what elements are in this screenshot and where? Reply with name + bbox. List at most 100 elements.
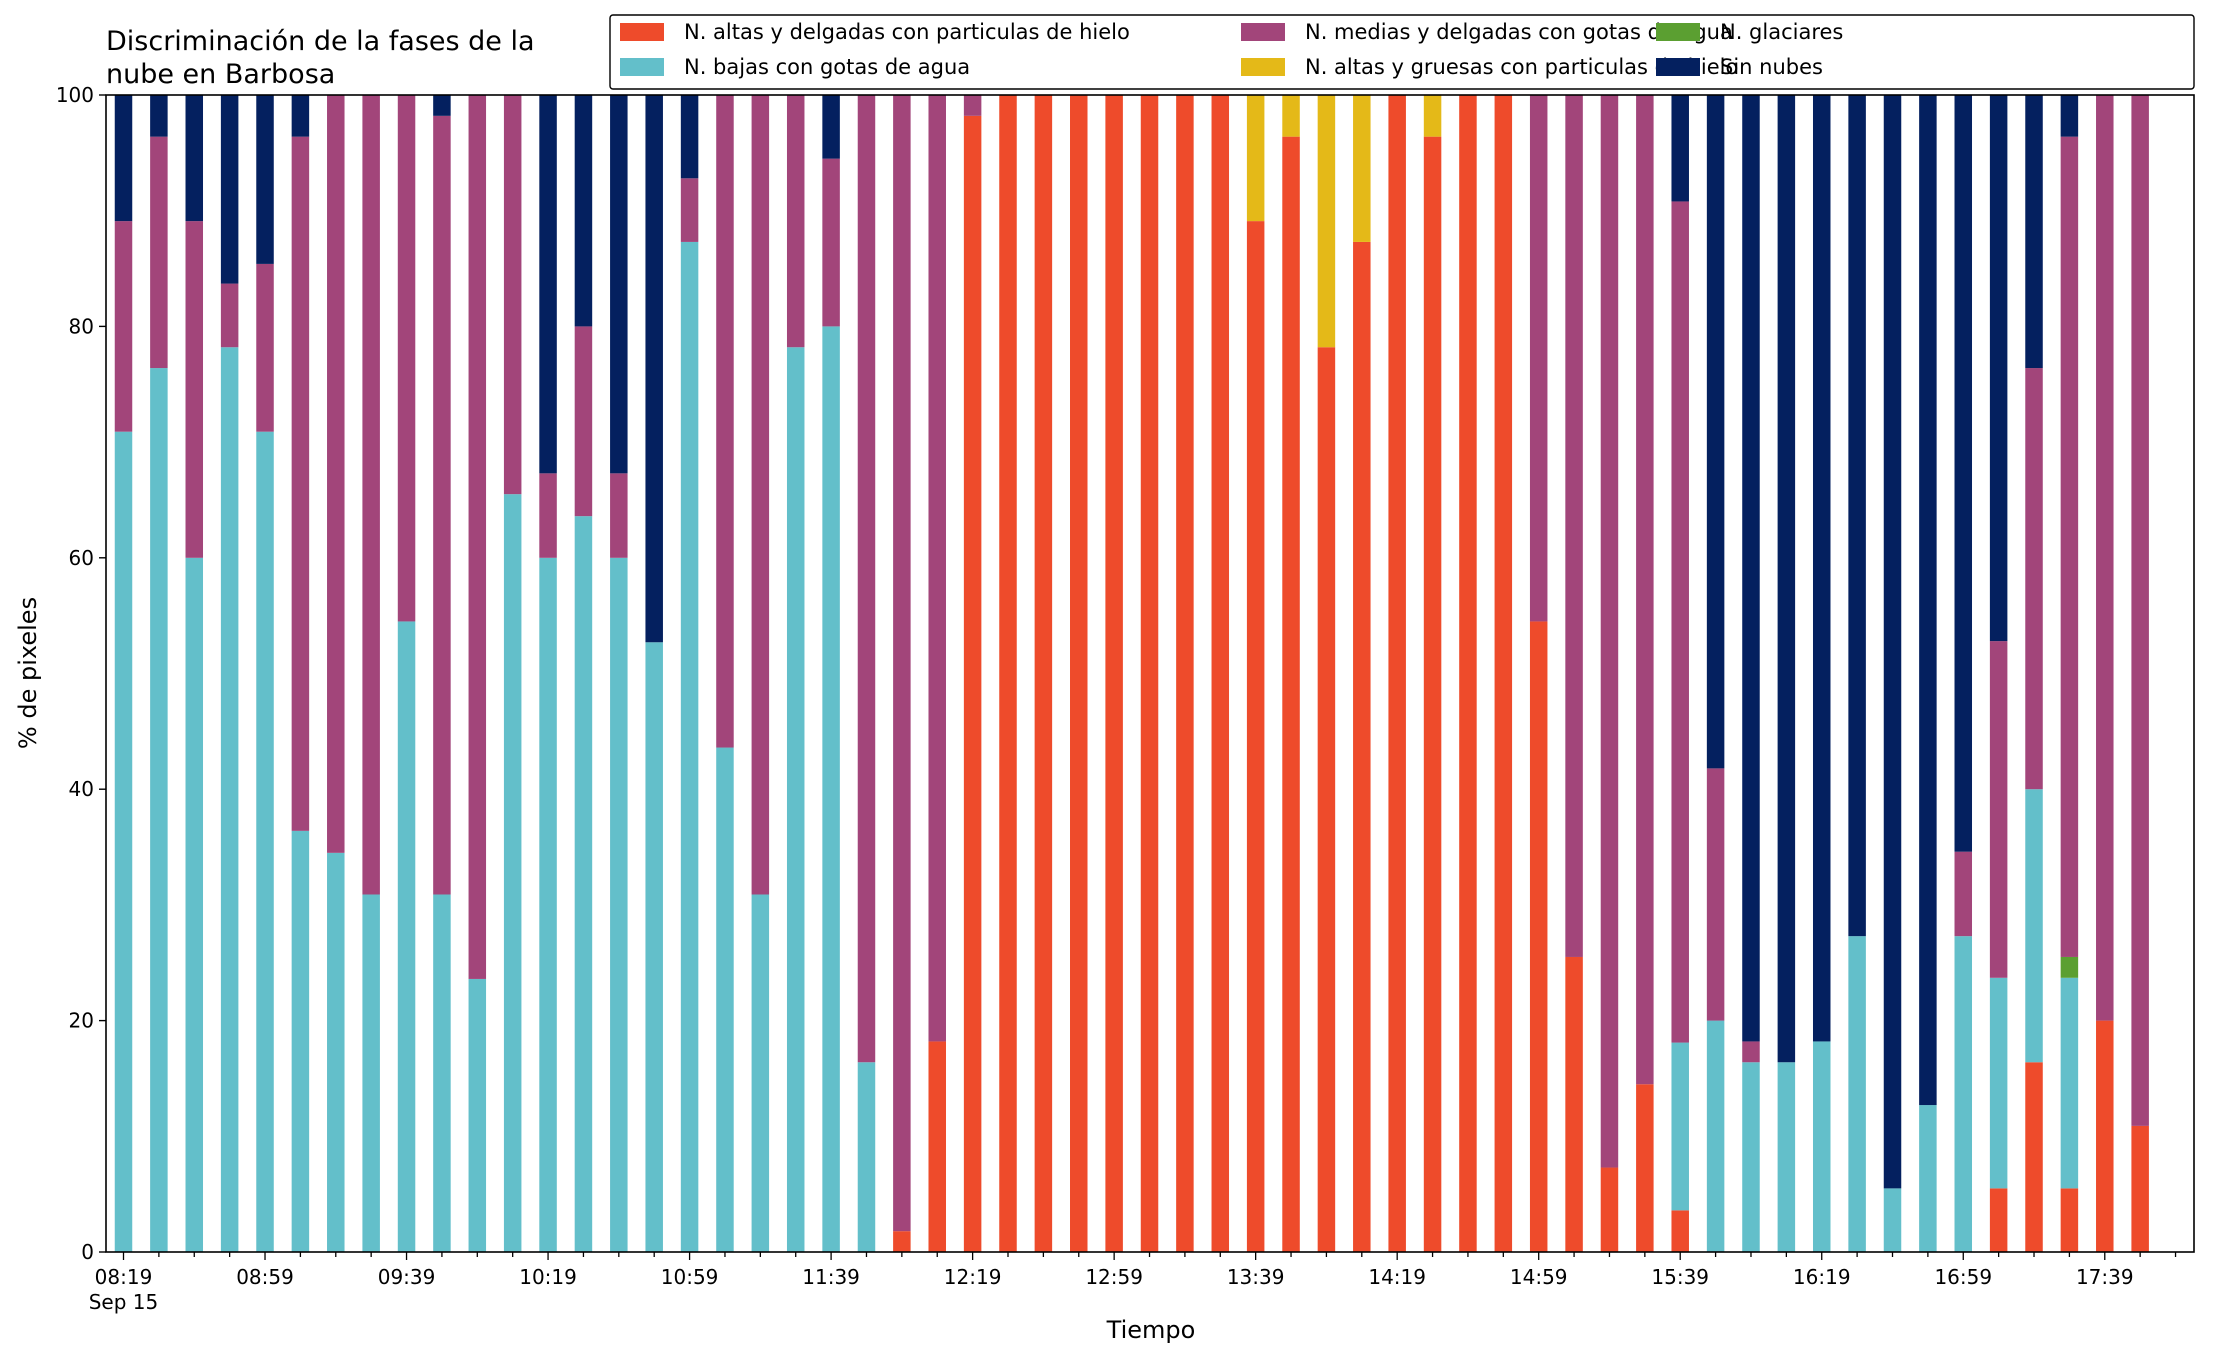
bar-segment-1139-s4 [822,158,840,327]
bar-segment-1709-s2 [1989,977,2008,1189]
x-tick-label: 09:39 [378,1265,436,1289]
bar-segment-1029-s5 [574,95,593,327]
bar-segment-1359-s0 [1317,347,1336,1253]
bar-segment-1139-s5 [822,95,840,159]
x-tick-label: 11:39 [802,1265,860,1289]
bar-segment-0849-s4 [220,283,239,348]
bar-segment-0839-s4 [185,221,204,558]
bar-segment-0829-s4 [150,136,168,369]
bar-segment-1659-s5 [1954,95,1973,852]
bar-segment-0909-s4 [291,136,310,831]
bar-segment-1449-s0 [1494,95,1513,1252]
bar-segment-0859-s5 [256,95,274,264]
bar-segment-1529-s4 [1636,95,1654,1085]
x-tick-label: 12:19 [944,1265,1002,1289]
x-tick-label: 14:19 [1368,1265,1426,1289]
bar-segment-1359-s1 [1317,95,1336,348]
bar-segment-1029-s4 [574,326,593,517]
legend-swatch-2 [620,58,664,76]
chart-title-line-1: Discriminación de la fases de la [106,26,535,57]
bar-segment-1409-s1 [1353,95,1371,242]
legend-frame [609,14,2195,90]
bar-segment-1349-s0 [1282,136,1300,1252]
bar-segment-1139-s2 [822,326,840,1252]
legend-swatch-0 [620,23,664,41]
bar-segment-1339-s0 [1246,221,1265,1253]
bar-segment-1159-s4 [893,95,911,1232]
bar-segment-1649-s2 [1919,1105,1937,1252]
x-tick-label: 17:39 [2076,1265,2134,1289]
x-tick-label: 13:39 [1227,1265,1285,1289]
bar-segment-1339-s1 [1246,95,1265,222]
bar-segment-1539-s4 [1671,201,1689,1043]
bar-segment-1659-s4 [1954,851,1973,937]
y-tick-label: 100 [56,83,94,107]
bar-segment-1619-s2 [1812,1041,1831,1252]
bar-segment-0849-s2 [220,347,239,1253]
bar-segment-0849-s5 [220,95,239,284]
bar-segment-1429-s0 [1423,136,1442,1252]
bar-segment-1349-s1 [1282,95,1300,137]
bar-segment-1129-s4 [786,95,805,348]
x-tick-label: 14:59 [1510,1265,1568,1289]
bar-segment-1119-s2 [751,894,770,1252]
bar-segment-1539-s2 [1671,1042,1689,1211]
bar-segment-1539-s5 [1671,95,1689,202]
bar-segment-0949-s2 [433,894,451,1252]
bar-segment-0829-s5 [150,95,168,137]
bar-segment-1239-s0 [1034,95,1053,1252]
x-tick-label: 12:59 [1085,1265,1143,1289]
bar-segment-1629-s5 [1848,95,1866,937]
x-axis-label: Tiempo [1106,1316,1196,1344]
bar-segment-1459-s4 [1529,95,1548,622]
bar-segment-1039-s4 [610,473,628,558]
bar-segment-1229-s0 [999,95,1017,1252]
bar-segment-1559-s2 [1742,1062,1760,1252]
bar-segment-1059-s4 [680,178,699,242]
bar-segment-1159-s0 [893,1231,911,1252]
bar-segment-0839-s2 [185,557,204,1252]
bar-segment-0939-s4 [397,95,416,622]
bar-segment-1149-s2 [857,1062,876,1252]
bar-segment-1719-s5 [2025,95,2043,369]
bar-segment-1709-s4 [1989,641,2008,978]
bar-segment-1619-s5 [1812,95,1831,1042]
bar-segment-1609-s2 [1777,1062,1796,1252]
legend-swatch-3 [1656,23,1700,41]
bar-segment-1259-s0 [1105,95,1123,1252]
bar-segment-1019-s4 [539,473,557,558]
bar-segment-1309-s0 [1140,95,1159,1252]
legend-label-2: N. bajas con gotas de agua [684,55,970,79]
bar-segment-1549-s4 [1706,768,1725,1021]
bar-segment-1419-s0 [1388,95,1406,1252]
bar-segment-1049-s2 [645,642,663,1252]
bar-segment-1709-s5 [1989,95,2008,642]
bar-segment-0929-s2 [362,894,380,1252]
bar-segment-1219-s4 [963,95,982,116]
bar-segment-1609-s5 [1777,95,1796,1063]
bar-segment-1729-s4 [2060,136,2079,957]
bar-segment-0819-s2 [114,431,133,1252]
bar-segment-1749-s0 [2131,1125,2149,1252]
y-axis-label: % de pixeles [14,597,42,749]
bar-segment-1109-s4 [716,95,734,748]
bar-segment-0859-s4 [256,263,274,432]
bar-segment-1459-s0 [1529,621,1548,1252]
legend-label-5: Sin nubes [1720,55,1823,79]
bar-segment-1719-s0 [2025,1062,2043,1252]
bar-segment-0819-s4 [114,221,133,432]
bar-segment-0959-s2 [468,978,487,1252]
bar-segment-1649-s5 [1919,95,1937,1106]
bar-segment-1729-s5 [2060,95,2079,137]
bar-segment-1049-s5 [645,95,663,643]
bar-segment-0919-s4 [327,95,345,853]
bar-segment-1019-s5 [539,95,557,474]
bar-segment-0929-s4 [362,95,380,895]
legend-label-3: N. glaciares [1720,20,1843,44]
bar-segment-1109-s2 [716,747,734,1252]
x-tick-label: 08:59 [236,1265,294,1289]
bar-segment-1639-s5 [1883,95,1902,1189]
y-tick-label: 80 [69,314,94,338]
bar-segment-0819-s5 [114,95,133,222]
